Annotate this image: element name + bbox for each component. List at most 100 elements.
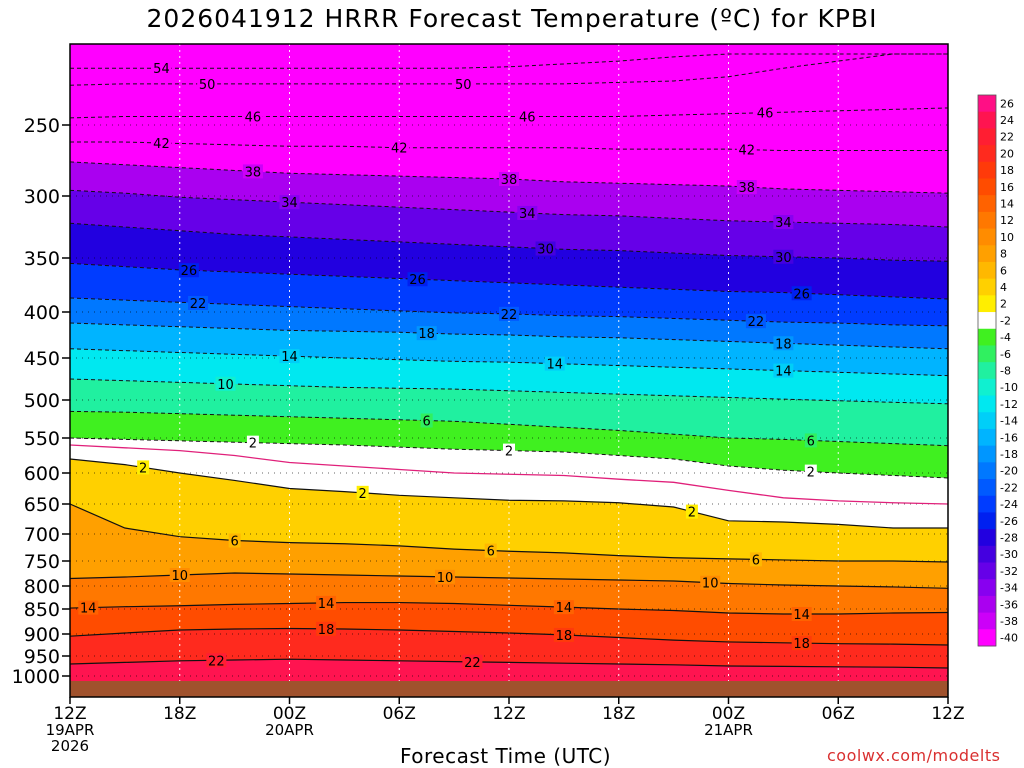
contour-label-bg [700,575,721,590]
colorbar-label: 18 [1000,164,1014,177]
contour-label-bg [206,653,227,668]
colorbar-label: -34 [1000,582,1018,595]
contour-label-bg [151,135,172,150]
colorbar-swatch [978,445,996,463]
contour-label-bg [242,109,263,124]
colorbar-swatch [978,178,996,196]
contour-label: 22 [190,297,207,312]
x-tick-label: 12Z [492,704,525,724]
contour-label: 10 [217,378,234,393]
colorbar-label: 20 [1000,147,1014,160]
isotherm-line [70,141,948,152]
contour-label: 2 [359,487,367,502]
contour-label-bg [503,443,515,458]
y-tick-label: 750 [24,551,60,573]
colorbar-label: 8 [1000,248,1007,261]
colorbar-swatch [978,211,996,230]
contour-label-bg [544,356,565,371]
contour-label: 2 [807,466,815,481]
contour-label-bg [197,76,218,91]
contour-label: 10 [702,577,719,592]
colorbar-swatch [978,579,996,597]
contour-label: 50 [455,78,472,93]
colorbar-swatch [978,562,996,580]
colorbar-swatch [978,462,996,480]
colorbar-label: 26 [1000,97,1014,110]
contour-label-bg [553,600,574,615]
colorbar-swatch [978,629,996,647]
contour-label-bg [517,205,538,220]
colorbar-label: -14 [1000,415,1018,428]
contour-label: 6 [807,434,815,449]
colorbar-swatch [978,362,996,380]
contour-label-bg [535,241,556,256]
isotherm-line [70,458,948,529]
colorbar-label: -18 [1000,448,1018,461]
colorbar-label: -32 [1000,565,1018,578]
colorbar-label: -28 [1000,531,1018,544]
colorbar-label: -36 [1000,598,1018,611]
contour-label: 18 [775,337,792,352]
contour-label: 34 [775,216,792,231]
contour-label-bg [389,140,410,155]
contour-label: 6 [423,415,431,430]
colorbar-swatch [978,412,996,430]
y-tick-label: 900 [24,624,60,646]
contour-label-bg [78,600,99,615]
contour-label: 18 [318,623,335,638]
y-tick-label: 550 [24,428,60,450]
temp-band [70,142,948,194]
contour-label: 30 [537,242,554,257]
contour-label-bg [416,326,437,341]
contour-label-bg [279,349,300,364]
colorbar-swatch [978,245,996,263]
colorbar-swatch [978,95,996,113]
y-tick-label: 600 [24,463,60,485]
y-tick-label: 250 [24,115,60,137]
colorbar-label: -4 [1000,331,1011,344]
contour-label: 34 [519,207,536,222]
colorbar-swatch [978,512,996,530]
contour-label-bg [685,504,698,519]
colorbar-label: -38 [1000,615,1018,628]
colorbar-label: 24 [1000,114,1014,127]
colorbar-swatch [978,529,996,547]
contour-label: 30 [775,251,792,266]
chart-title: 2026041912 HRRR Forecast Temperature (ºC… [146,4,878,33]
colorbar-label: -8 [1000,365,1011,378]
contour-label: 6 [752,553,760,568]
contour-label: 10 [437,571,454,586]
colorbar-swatch [978,378,996,397]
contour-label-bg [356,485,369,500]
contour-label-bg [407,272,428,287]
colorbar-swatch [978,479,996,497]
contour-label: 46 [519,110,536,125]
source-credit: coolwx.com/modelts [827,746,1001,765]
contour-label: 42 [153,137,170,152]
contour-label: 22 [208,654,225,669]
contour-label: 2 [688,506,696,521]
contour-label: 6 [487,545,495,560]
colorbar-swatch [978,328,996,346]
contour-label: 2 [505,445,513,460]
colorbar-swatch [978,195,996,213]
contour-label-bg [791,636,812,651]
contour-label: 14 [80,602,97,617]
y-tick-label: 650 [24,494,60,516]
colorbar-swatch [978,395,996,413]
y-tick-label: 400 [24,302,60,324]
colorbar-swatch [978,495,996,513]
contour-label: 26 [409,273,426,288]
colorbar-frame [977,94,997,647]
y-tick-label: 300 [24,186,60,208]
contour-label: 34 [281,196,298,211]
x-tick-label: 21APR [704,721,753,739]
x-tick-label: 06Z [822,704,855,724]
contour-label-bg [791,286,812,301]
isotherm-contours [70,53,948,669]
colorbar-swatch [978,312,996,330]
contour-label: 22 [501,308,518,323]
contour-label-bg [499,171,519,186]
x-tick-label: 19APR [46,721,95,739]
